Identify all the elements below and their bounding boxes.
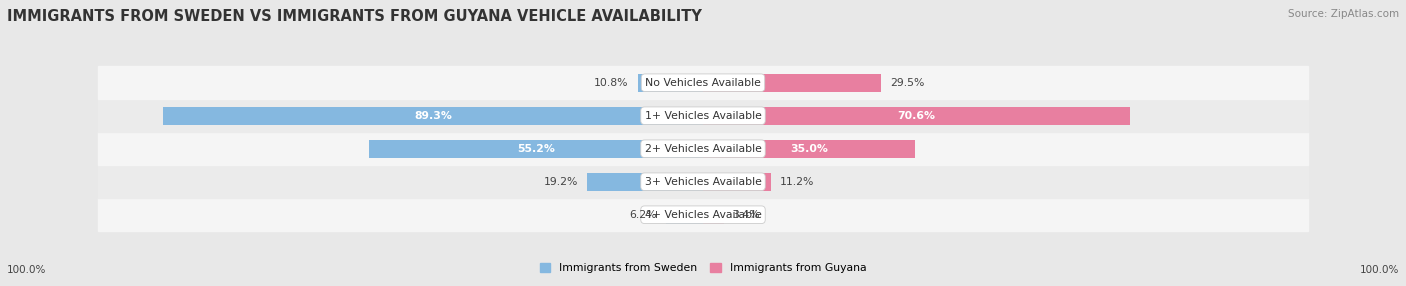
Bar <box>370 140 703 158</box>
Text: 6.2%: 6.2% <box>628 210 657 220</box>
Bar <box>586 173 703 191</box>
Text: 100.0%: 100.0% <box>7 265 46 275</box>
Text: IMMIGRANTS FROM SWEDEN VS IMMIGRANTS FROM GUYANA VEHICLE AVAILABILITY: IMMIGRANTS FROM SWEDEN VS IMMIGRANTS FRO… <box>7 9 702 23</box>
Text: No Vehicles Available: No Vehicles Available <box>645 78 761 88</box>
Bar <box>163 107 703 125</box>
Text: 89.3%: 89.3% <box>415 111 451 121</box>
Bar <box>703 206 724 224</box>
Bar <box>703 173 770 191</box>
Text: 55.2%: 55.2% <box>517 144 555 154</box>
Bar <box>98 66 1308 99</box>
Text: 29.5%: 29.5% <box>890 78 925 88</box>
Text: 3+ Vehicles Available: 3+ Vehicles Available <box>644 177 762 187</box>
Text: 11.2%: 11.2% <box>780 177 814 187</box>
Text: 100.0%: 100.0% <box>1360 265 1399 275</box>
Legend: Immigrants from Sweden, Immigrants from Guyana: Immigrants from Sweden, Immigrants from … <box>536 259 870 278</box>
Text: 4+ Vehicles Available: 4+ Vehicles Available <box>644 210 762 220</box>
Bar <box>98 165 1308 198</box>
Bar <box>703 107 1130 125</box>
Bar <box>98 198 1308 231</box>
Text: 2+ Vehicles Available: 2+ Vehicles Available <box>644 144 762 154</box>
Text: 35.0%: 35.0% <box>790 144 828 154</box>
Text: 70.6%: 70.6% <box>897 111 935 121</box>
Text: 3.4%: 3.4% <box>733 210 761 220</box>
Bar <box>665 206 703 224</box>
Bar <box>638 74 703 92</box>
Bar <box>98 99 1308 132</box>
Text: 19.2%: 19.2% <box>544 177 578 187</box>
Bar <box>703 140 915 158</box>
Text: 10.8%: 10.8% <box>595 78 628 88</box>
Bar <box>98 132 1308 165</box>
Text: Source: ZipAtlas.com: Source: ZipAtlas.com <box>1288 9 1399 19</box>
Bar <box>703 74 882 92</box>
Text: 1+ Vehicles Available: 1+ Vehicles Available <box>644 111 762 121</box>
